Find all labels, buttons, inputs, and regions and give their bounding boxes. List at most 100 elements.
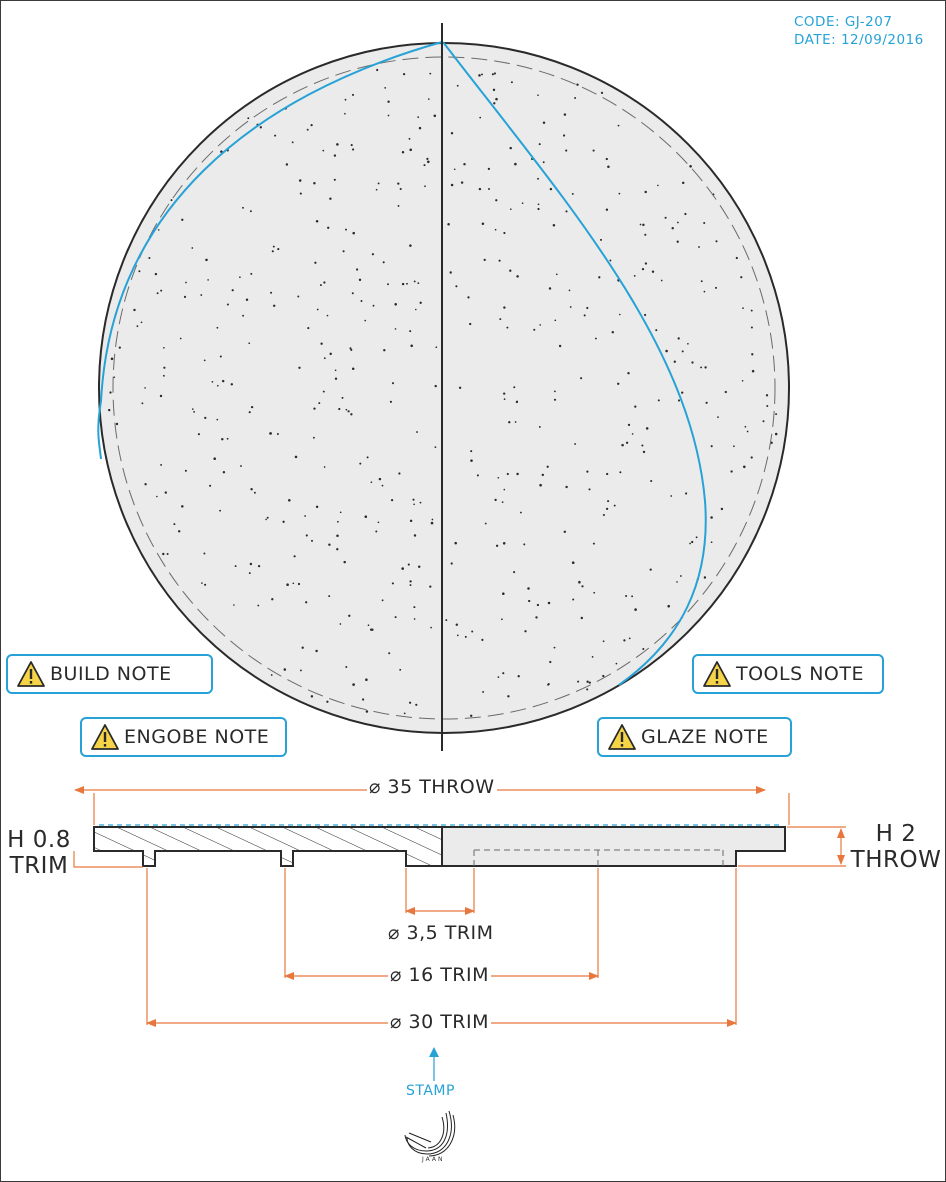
engobe-note-badge[interactable]: ENGOBE NOTE	[80, 717, 287, 757]
speckle-dot	[602, 674, 605, 678]
speckle-dot	[371, 253, 375, 256]
speckle-dot	[226, 303, 229, 306]
speckle-dot	[413, 503, 415, 506]
speckle-dot	[516, 400, 518, 403]
speckle-dot	[533, 328, 536, 331]
speckle-dot	[387, 283, 389, 286]
glaze-curve-right	[442, 41, 707, 686]
speckle-dot	[509, 269, 512, 272]
speckle-dot	[677, 221, 679, 224]
speckle-dot	[141, 402, 144, 405]
speckle-dot	[311, 539, 313, 542]
speckle-dot	[318, 402, 321, 405]
speckle-dot	[248, 411, 251, 414]
speckle-dot	[506, 472, 509, 476]
speckle-dot	[108, 408, 111, 412]
speckle-dot	[539, 483, 542, 487]
speckle-dot	[565, 210, 568, 213]
speckle-dot	[349, 347, 352, 350]
signature-name: JAAN	[422, 1156, 445, 1163]
speckle-dot	[563, 134, 566, 137]
speckle-dot	[297, 295, 300, 298]
speckle-dot	[276, 433, 279, 435]
speckle-dot	[503, 306, 506, 309]
speckle-dot	[625, 441, 629, 444]
speckle-dot	[109, 391, 112, 394]
speckle-dot	[503, 392, 506, 395]
speckle-dot	[272, 245, 275, 248]
speckle-dot	[571, 561, 575, 564]
speckle-dot	[412, 498, 415, 501]
speckle-dot	[403, 712, 406, 715]
speckle-dot	[717, 416, 719, 418]
speckle-dot	[391, 582, 394, 585]
speckle-dot	[730, 470, 733, 473]
speckle-dot	[310, 124, 313, 127]
speckle-dot	[679, 575, 682, 577]
glaze-note-badge[interactable]: GLAZE NOTE	[597, 717, 792, 757]
speckle-dot	[744, 425, 747, 428]
speckle-dot	[216, 384, 219, 387]
speckle-dot	[735, 256, 738, 260]
speckle-dot	[413, 280, 416, 283]
speckle-dot	[162, 374, 165, 377]
speckle-dot	[644, 233, 647, 236]
speckle-dot	[494, 228, 497, 231]
speckle-dot	[676, 240, 679, 243]
speckle-dot	[352, 683, 355, 686]
speckle-dot	[138, 270, 141, 273]
speckle-dot	[250, 487, 253, 491]
drawing-meta: CODE: GJ-207 DATE: 12/09/2016	[794, 13, 924, 49]
speckle-dot	[350, 144, 353, 147]
speckle-dot	[247, 117, 250, 120]
speckle-dot	[205, 258, 208, 262]
speckle-dot	[558, 344, 562, 348]
speckle-dot	[513, 386, 516, 389]
speckle-dot	[481, 73, 483, 76]
speckle-dot	[239, 276, 241, 279]
speckle-dot	[524, 630, 527, 633]
speckle-dot	[344, 98, 347, 101]
speckle-dot	[322, 149, 325, 152]
speckle-dot	[765, 394, 769, 397]
speckle-dot	[454, 541, 457, 545]
speckle-dot	[537, 207, 540, 211]
speckle-dot	[402, 72, 406, 76]
speckle-dot	[493, 102, 496, 105]
speckle-dot	[341, 396, 344, 399]
speckle-dot	[249, 562, 253, 566]
speckle-dot	[553, 646, 556, 649]
speckle-dot	[503, 398, 506, 400]
speckle-dot	[581, 585, 584, 588]
speckle-dot	[572, 598, 575, 601]
speckle-dot	[618, 192, 621, 195]
speckle-dot	[203, 552, 206, 555]
speckle-dot	[464, 635, 467, 638]
speckle-dot	[381, 484, 384, 487]
speckle-dot	[580, 377, 583, 380]
speckle-dot	[611, 330, 615, 334]
engobe-note-label: ENGOBE NOTE	[124, 726, 270, 748]
speckle-dot	[298, 179, 302, 182]
speckle-dot	[148, 256, 151, 260]
speckle-dot	[743, 465, 746, 469]
dim-h08-value: H 0.8	[7, 827, 71, 853]
speckle-dot	[378, 477, 382, 481]
speckle-dot	[408, 701, 412, 704]
speckle-dot	[536, 603, 540, 607]
speckle-dot	[642, 647, 645, 651]
tools-note-badge[interactable]: TOOLS NOTE	[692, 654, 884, 694]
speckle-dot	[695, 536, 698, 539]
speckle-dot	[336, 534, 339, 538]
speckle-dot	[299, 192, 302, 195]
speckle-dot	[407, 563, 410, 566]
speckle-dot	[565, 485, 568, 489]
speckle-dot	[133, 308, 136, 312]
speckle-dot	[242, 314, 245, 317]
speckle-dot	[588, 681, 591, 684]
speckle-dot	[221, 379, 225, 383]
speckle-dot	[605, 208, 609, 211]
build-note-badge[interactable]: BUILD NOTE	[6, 654, 213, 694]
speckle-dot	[447, 222, 450, 226]
speckle-dot	[409, 148, 412, 152]
